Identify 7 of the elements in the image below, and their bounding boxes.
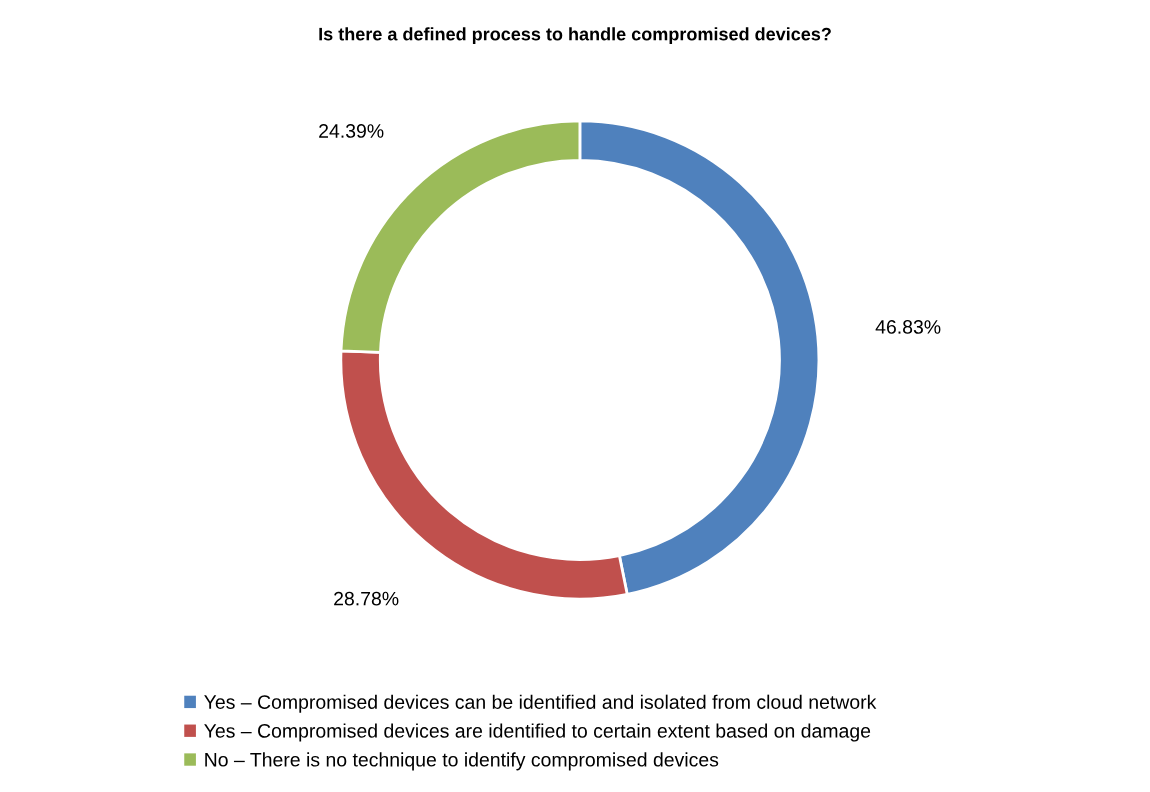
chart-title: Is there a defined process to handle compromised devices? [319, 27, 831, 45]
legend-label: Yes – Compromised devices can be identified and isolated from cloud network [204, 694, 877, 713]
data-label: 46.83% [875, 320, 941, 334]
legend-label: No – There is no technique to identify compromised devices [205, 752, 719, 771]
legend-label: Yes – Compromised devices are identified to certain extent based on damage [204, 723, 871, 742]
data-label: 24.39% [319, 124, 384, 138]
data-label: 28.78% [334, 591, 399, 606]
